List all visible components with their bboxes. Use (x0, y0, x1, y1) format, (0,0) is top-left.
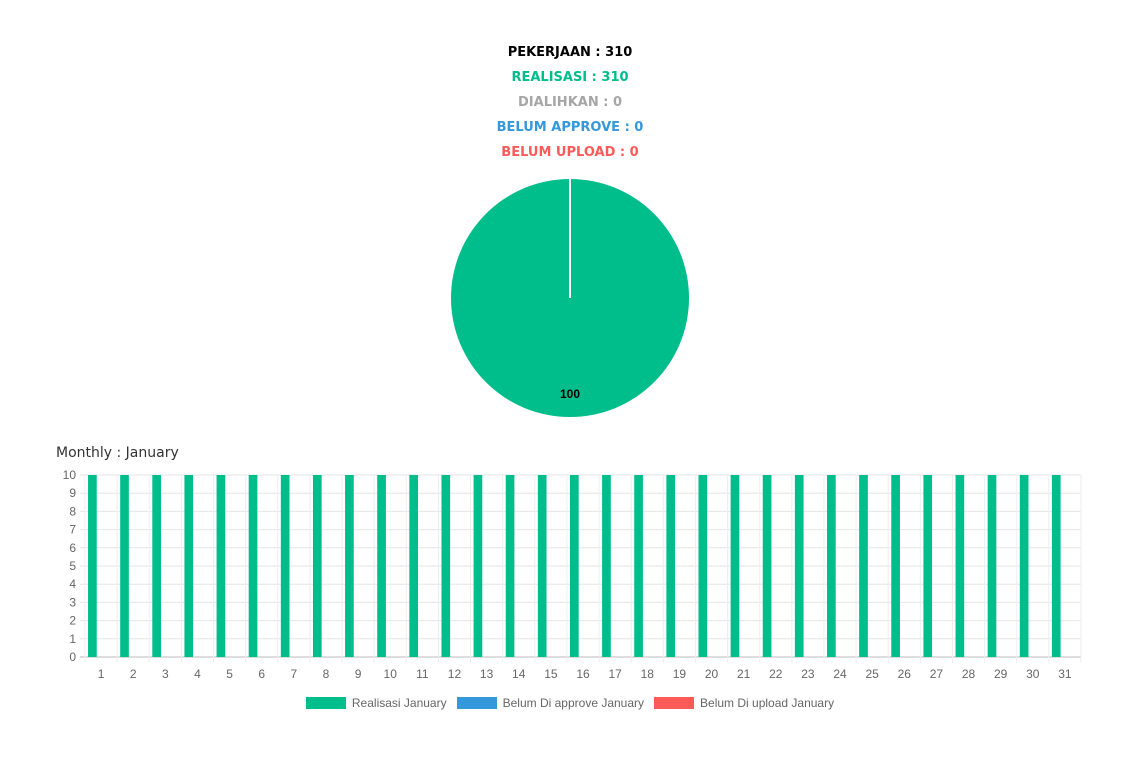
x-tick-label: 27 (930, 667, 944, 681)
x-tick-label: 25 (865, 667, 879, 681)
x-tick-label: 31 (1058, 667, 1072, 681)
bar[interactable] (762, 475, 772, 657)
x-tick-label: 30 (1026, 667, 1040, 681)
x-tick-label: 28 (962, 667, 976, 681)
x-tick-label: 8 (323, 667, 330, 681)
y-tick-label: 4 (69, 577, 76, 591)
bar[interactable] (248, 475, 258, 657)
bar[interactable] (152, 475, 161, 657)
legend-label: Realisasi January (351, 696, 447, 710)
bar[interactable] (441, 475, 451, 657)
bar[interactable] (891, 475, 900, 657)
y-tick-label: 3 (69, 595, 76, 609)
bar[interactable] (537, 475, 547, 657)
x-tick-label: 13 (480, 667, 494, 681)
x-tick-label: 21 (737, 667, 751, 681)
y-tick-label: 9 (69, 486, 76, 500)
monthly-title: Monthly : January (56, 445, 179, 461)
bar[interactable] (666, 475, 676, 657)
bar[interactable] (569, 475, 579, 657)
pie-data-label: 100 (560, 387, 580, 401)
y-tick-label: 5 (69, 559, 76, 573)
x-tick-label: 20 (705, 667, 719, 681)
x-tick-label: 10 (384, 667, 398, 681)
y-tick-label: 1 (69, 632, 76, 646)
y-tick-label: 8 (69, 504, 76, 518)
pie-chart: 100 (451, 179, 689, 417)
x-tick-label: 11 (416, 667, 429, 681)
y-tick-label: 6 (69, 541, 76, 555)
summary-realisasi: REALISASI : 310 (511, 70, 629, 85)
bar[interactable] (88, 475, 97, 657)
bar-legend: Realisasi January Belum Di approve Janua… (0, 696, 1140, 710)
bar[interactable] (345, 475, 354, 657)
x-tick-label: 29 (994, 667, 1008, 681)
x-tick-label: 9 (355, 667, 362, 681)
legend-swatch-belum-approve (456, 697, 497, 709)
summary-belum-upload: BELUM UPLOAD : 0 (501, 145, 639, 160)
bar[interactable] (409, 475, 419, 657)
summary-belum-approve: BELUM APPROVE : 0 (496, 120, 644, 135)
legend-swatch-realisasi (305, 697, 346, 709)
bar[interactable] (859, 475, 868, 657)
x-tick-label: 17 (608, 667, 622, 681)
bar[interactable] (473, 475, 483, 657)
x-tick-label: 6 (258, 667, 265, 681)
bar[interactable] (280, 475, 290, 657)
legend-item[interactable]: Belum Di approve January (456, 696, 645, 710)
x-tick-label: 1 (98, 667, 105, 681)
x-tick-label: 16 (576, 667, 590, 681)
x-tick-label: 14 (512, 667, 526, 681)
bar[interactable] (698, 475, 708, 657)
x-tick-label: 22 (769, 667, 783, 681)
x-tick-label: 18 (641, 667, 655, 681)
x-tick-label: 5 (226, 667, 233, 681)
x-tick-label: 7 (290, 667, 297, 681)
bar[interactable] (377, 475, 386, 657)
summary-pekerjaan: PEKERJAAN : 310 (507, 45, 633, 60)
bar[interactable] (216, 475, 226, 657)
legend-item[interactable]: Belum Di upload January (654, 696, 834, 710)
legend-label: Belum Di upload January (700, 696, 835, 710)
bar[interactable] (634, 475, 643, 657)
bar[interactable] (730, 475, 740, 657)
x-tick-label: 26 (898, 667, 912, 681)
x-tick-label: 15 (544, 667, 558, 681)
x-tick-label: 12 (448, 667, 462, 681)
legend-label: Belum Di approve January (502, 696, 645, 710)
bar[interactable] (120, 475, 129, 657)
summary-dialihkan: DIALIHKAN : 0 (518, 95, 622, 110)
x-tick-label: 3 (162, 667, 169, 681)
bar[interactable] (184, 475, 194, 657)
y-tick-label: 2 (69, 614, 76, 628)
bar[interactable] (827, 475, 836, 657)
bar[interactable] (923, 475, 933, 657)
bar[interactable] (794, 475, 804, 657)
x-tick-label: 24 (833, 667, 847, 681)
y-tick-label: 7 (69, 523, 76, 537)
bar[interactable] (955, 475, 965, 657)
x-tick-label: 4 (194, 667, 201, 681)
x-tick-label: 23 (801, 667, 815, 681)
legend-item[interactable]: Realisasi January (305, 696, 447, 710)
y-tick-label: 10 (63, 468, 77, 482)
y-tick-label: 0 (69, 650, 76, 664)
x-tick-label: 19 (673, 667, 687, 681)
bar[interactable] (312, 475, 322, 657)
bar[interactable] (1051, 475, 1061, 657)
bar[interactable] (987, 475, 997, 657)
bar[interactable] (505, 475, 515, 657)
legend-swatch-belum-upload (654, 697, 695, 709)
x-tick-label: 2 (130, 667, 137, 681)
bar[interactable] (602, 475, 611, 657)
bar[interactable] (1019, 475, 1029, 657)
